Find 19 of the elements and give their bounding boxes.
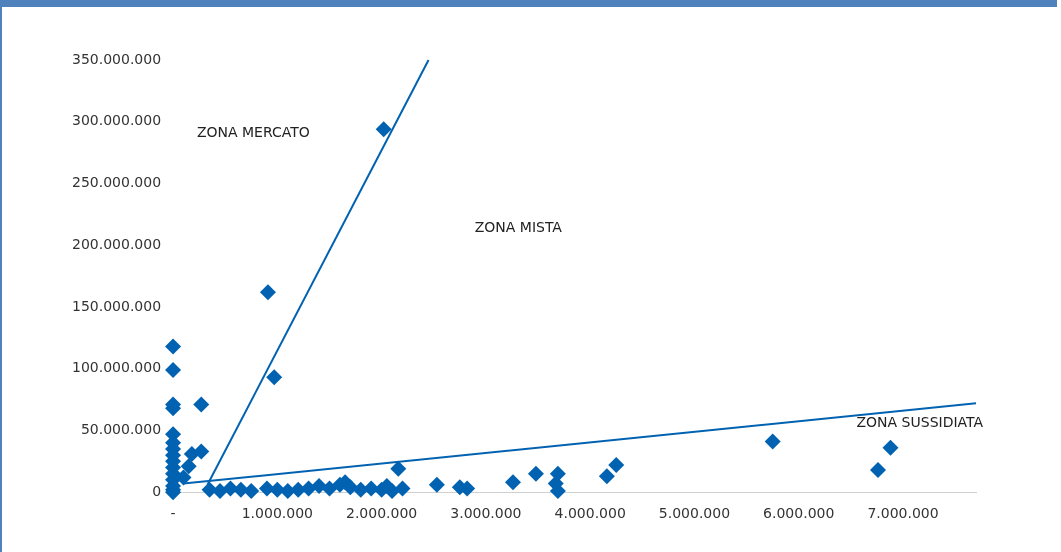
y-tick-label: 250.000.000	[71, 174, 162, 191]
annotation: ZONA MISTA	[474, 219, 563, 236]
x-tick-label: 6.000.000	[763, 505, 835, 522]
y-tick-label: 150.000.000	[71, 297, 162, 314]
x-tick-label: 3.000.000	[450, 505, 522, 522]
y-tick-label: 350.000.000	[71, 50, 162, 67]
y-tick-label: 100.000.000	[71, 359, 162, 376]
y-tick-label: 200.000.000	[71, 235, 162, 252]
x-tick-label: 5.000.000	[658, 505, 731, 522]
x-tick-label: 7.000.000	[867, 505, 939, 522]
x-tick-label: 2.000.000	[345, 505, 418, 522]
x-tick-label: 4.000.000	[554, 505, 626, 522]
annotation: ZONA MERCATO	[196, 124, 310, 141]
y-tick-label: 50.000.000	[80, 421, 162, 438]
y-tick-label: 0	[152, 482, 162, 499]
y-tick-label: 300.000.000	[71, 112, 162, 129]
x-tick-label: -	[170, 505, 176, 522]
annotation: ZONA SUSSIDIATA	[856, 413, 984, 430]
x-tick-label: 1.000.000	[241, 505, 313, 522]
